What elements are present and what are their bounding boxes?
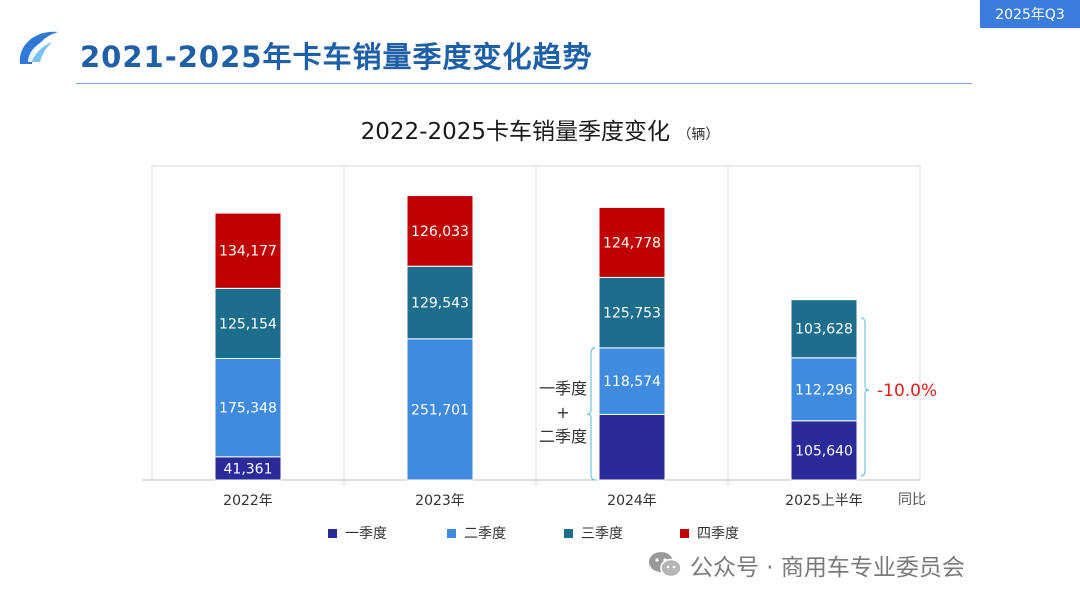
x-tick-label: 2023年	[415, 493, 465, 509]
data-label: 41,361	[224, 461, 273, 477]
legend-swatch	[447, 528, 456, 538]
bar-segment	[214, 357, 282, 458]
bar-segment	[598, 347, 666, 415]
legend-item: 一季度	[328, 523, 387, 543]
footer: 公众号 · 商用车专业委员会	[648, 548, 965, 582]
period-badge: 2025年Q3	[980, 0, 1080, 28]
yoy-value: -10.0%	[877, 381, 937, 401]
chart-legend: 一季度 二季度 三季度 四季度	[0, 523, 1080, 543]
chart-title-text: 2022-2025卡车销量季度变化	[360, 119, 671, 145]
data-label: 134,177	[219, 244, 277, 260]
data-label: 129,543	[411, 296, 469, 312]
data-label: 118,574	[603, 374, 661, 390]
bar-segment	[598, 413, 666, 481]
legend-label: 一季度	[345, 526, 387, 542]
data-label: 125,753	[603, 306, 661, 322]
chart-unit-label: （辆）	[677, 127, 720, 143]
data-label: 126,033	[411, 224, 469, 240]
bar-segment	[598, 276, 666, 349]
legend-item: 四季度	[680, 523, 739, 543]
chart-title: 2022-2025卡车销量季度变化 （辆）	[0, 112, 1080, 146]
bar-segment	[406, 195, 474, 267]
bracket-label: 二季度	[539, 427, 587, 446]
bar-segment	[790, 420, 858, 481]
data-label: 175,348	[219, 401, 277, 417]
bracket-2025	[860, 317, 870, 477]
data-label: 103,628	[795, 322, 853, 338]
legend-label: 四季度	[697, 526, 739, 542]
data-label: 124,778	[603, 235, 661, 251]
data-label: 112,296	[795, 382, 853, 398]
data-label: 125,154	[219, 316, 277, 332]
bar-segment	[790, 299, 858, 359]
x-tick-label: 2024年	[607, 493, 657, 509]
bracket-q1-q2-2024	[586, 347, 596, 481]
legend-swatch	[680, 528, 689, 538]
data-label: 251,701	[411, 402, 469, 418]
legend-item: 二季度	[447, 523, 506, 543]
bracket-label: +	[556, 403, 569, 422]
legend-swatch	[564, 528, 573, 538]
yoy-header: 同比	[898, 492, 926, 508]
legend-swatch	[328, 528, 337, 538]
legend-label: 二季度	[464, 526, 506, 542]
x-tick-label: 2025上半年	[785, 493, 863, 509]
page-title: 2021-2025年卡车销量季度变化趋势	[80, 40, 593, 74]
bar-segment	[214, 287, 282, 359]
bar-segment	[406, 265, 474, 340]
legend-label: 三季度	[581, 526, 623, 542]
x-tick-label: 2022年	[223, 493, 273, 509]
bracket-label: 一季度	[539, 379, 587, 398]
bar-segment	[598, 206, 666, 278]
data-label: 105,640	[795, 443, 853, 459]
brand-logo-icon	[19, 31, 58, 64]
wechat-icon	[649, 552, 682, 578]
legend-item: 三季度	[564, 523, 623, 543]
bar-segment	[214, 212, 282, 289]
footer-text: 公众号 · 商用车专业委员会	[690, 555, 965, 581]
bar-segment	[406, 338, 474, 481]
title-divider	[76, 83, 972, 84]
